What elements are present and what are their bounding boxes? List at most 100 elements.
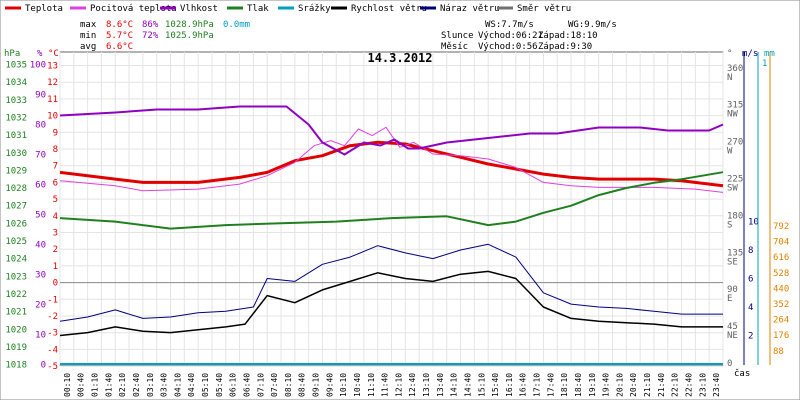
tick-time: 16:40 [519,373,528,397]
tick-time: 11:40 [381,373,390,397]
tick-time: 11:10 [367,373,376,397]
tick-hpa: 1022 [5,290,27,300]
legend-label: Rychlost větru [351,4,427,14]
tick-temp: -3 [47,329,58,339]
tick-time: 22:40 [684,373,693,397]
tick-temp: 13 [47,62,58,72]
tick-time: 05:10 [201,373,210,397]
tick-solar: 88 [773,347,784,357]
tick-time: 16:10 [505,373,514,397]
tick-temp: 9 [53,128,58,138]
tick-ms: 8 [748,246,753,256]
tick-pct: 60 [35,181,46,191]
tick-solar: 176 [773,331,789,341]
tick-deg: 270 [727,138,743,148]
tick-hpa: 1019 [5,343,27,353]
tick-dir: N [727,73,732,83]
tick-temp: 5 [53,195,58,205]
tick-time: 05:40 [215,373,224,397]
sun-label: Slunce [441,31,474,41]
tick-time: 18:10 [560,373,569,397]
legend-item: Rychlost větru [331,4,427,14]
tick-solar: 528 [773,269,789,279]
legend-label: Náraz větru [440,4,500,14]
legend-label: Pocitová teplota [90,4,177,14]
tick-hpa: 1032 [5,113,27,123]
series-line [59,243,723,322]
tick-pct: 100 [30,61,46,71]
tick-temp: -4 [47,345,58,355]
tick-pct: 20 [35,301,46,311]
tick-time: 07:40 [270,373,279,397]
legend-item: Teplota [5,4,63,14]
tick-time: 00:10 [63,373,72,397]
series-layer [59,105,724,365]
series-line [59,171,724,230]
tick-ms: 2 [748,332,753,342]
legend-label: Tlak [247,4,269,14]
legend-item: Vlhkost [160,4,218,14]
tick-deg: 45 [727,322,738,332]
tick-pct: 50 [35,211,46,221]
tick-hpa: 1029 [5,166,27,176]
stats-max-press: 1028.9hPa [165,20,214,30]
tick-time: 18:40 [574,373,583,397]
tick-time: 19:40 [602,373,611,397]
tick-dir: SW [727,184,738,194]
legend-item: Srážky [278,4,331,14]
tick-time: 12:10 [394,373,403,397]
series-line [59,140,724,188]
tick-temp: 3 [53,229,58,239]
tick-time: 06:40 [242,373,251,397]
legend-item: Tlak [227,4,269,14]
tick-hpa: 1035 [5,61,27,71]
sun-rise: Východ:06:21 [478,31,543,41]
tick-deg: 315 [727,101,743,111]
legend-label: Srážky [298,4,331,14]
unit-ms: m/s [742,49,758,59]
stats-min-label: min [80,31,96,41]
tick-ms: 6 [748,275,753,285]
axes: 1035103410331032103110301029102810271026… [5,52,789,397]
tick-deg: 360 [727,64,743,74]
tick-time: 15:40 [491,373,500,397]
tick-temp: -1 [47,295,58,305]
moon-set: Západ:9:30 [538,42,592,52]
tick-time: 13:10 [422,373,431,397]
unit-time: čas [734,368,750,379]
tick-hpa: 1018 [5,361,27,371]
unit-pct: % [37,49,43,59]
tick-time: 14:40 [463,373,472,397]
stats-block: max 8.6°C 86% 1028.9hPa 0.0mm min 5.7°C … [80,20,250,52]
tick-hpa: 1020 [5,325,27,335]
tick-time: 01:10 [91,373,100,397]
tick-dir: E [727,294,732,304]
tick-temp: 4 [53,212,58,222]
tick-time: 10:40 [353,373,362,397]
tick-time: 22:10 [671,373,680,397]
tick-temp: 7 [53,162,58,172]
tick-time: 02:10 [118,373,127,397]
moon-rise: Východ:0:56 [478,42,538,52]
tick-hpa: 1024 [5,255,27,265]
legend-label: Vlhkost [180,4,218,14]
wind-speed-info: WS:7.7m/s [485,20,534,30]
stats-max-hum: 86% [142,20,159,30]
stats-max-label: max [80,20,97,30]
tick-time: 03:10 [146,373,155,397]
tick-time: 17:10 [533,373,542,397]
legend-label: Směr větru [517,4,571,14]
stats-avg-label: avg [80,42,96,52]
tick-time: 20:10 [615,373,624,397]
tick-time: 19:10 [588,373,597,397]
tick-time: 09:40 [325,373,334,397]
tick-pct: 30 [35,271,46,281]
unit-deg: ° [727,49,732,59]
tick-time: 10:10 [339,373,348,397]
tick-time: 20:40 [629,373,638,397]
tick-time: 09:10 [312,373,321,397]
tick-deg: 90 [727,285,738,295]
chart-title: 14.3.2012 [367,51,432,65]
tick-time: 03:40 [160,373,169,397]
